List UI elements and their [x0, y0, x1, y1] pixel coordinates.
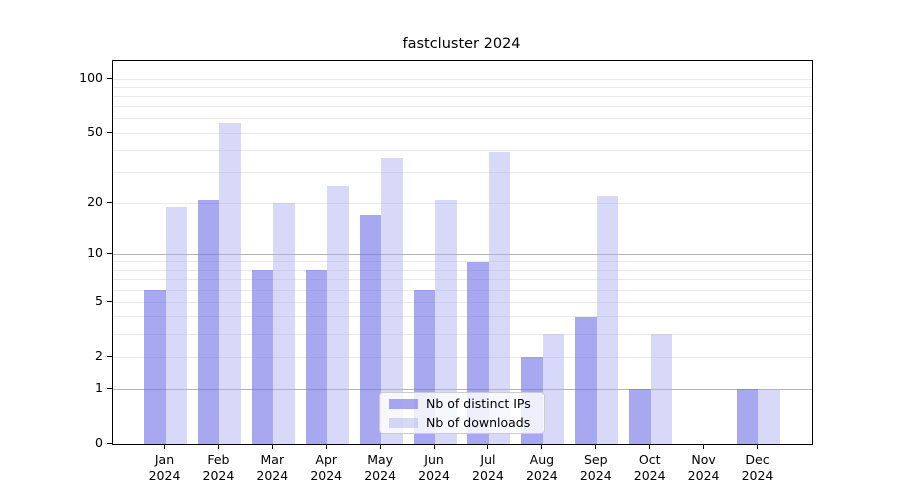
- gridline-minor: [113, 118, 812, 120]
- bar-downloads: [435, 199, 457, 444]
- y-axis-tick-label: 1: [95, 380, 103, 396]
- x-axis-tick-label: May 2024: [364, 452, 397, 483]
- gridline-minor: [113, 171, 812, 173]
- y-axis-tick: [107, 131, 112, 133]
- gridline-minor: [113, 95, 812, 97]
- x-axis-tick: [164, 444, 165, 449]
- chart-title: fastcluster 2024: [402, 36, 521, 52]
- x-axis-tick-label: Sep 2024: [579, 452, 612, 483]
- legend-label-downloads: Nb of downloads: [426, 415, 531, 430]
- bar-distinct-ips: [144, 290, 166, 444]
- y-axis-tick: [107, 77, 112, 79]
- x-axis-tick: [487, 444, 489, 449]
- gridline-minor: [113, 132, 812, 134]
- gridline-minor: [113, 316, 812, 318]
- legend-swatch-downloads: [389, 417, 418, 428]
- gridline-major: [113, 253, 812, 255]
- gridline-minor: [113, 279, 812, 281]
- x-axis-tick: [217, 444, 219, 449]
- y-axis-tick-label: 0: [95, 435, 103, 450]
- gridline-major: [113, 388, 812, 390]
- bar-downloads: [488, 152, 511, 444]
- x-axis-tick-label: Apr 2024: [310, 452, 343, 483]
- x-axis-tick: [379, 444, 381, 449]
- gridline-minor: [113, 289, 812, 291]
- y-axis-tick-label: 5: [95, 293, 103, 309]
- bar-downloads: [596, 196, 619, 444]
- bar-distinct-ips: [197, 199, 220, 444]
- x-axis-tick-label: Jul 2024: [472, 452, 504, 483]
- x-axis-tick-label: Aug 2024: [525, 452, 558, 483]
- x-axis-tick: [595, 444, 597, 449]
- y-axis-tick-label: 100: [79, 70, 103, 85]
- x-axis-tick-label: Dec 2024: [741, 452, 774, 483]
- y-axis-tick: [107, 355, 112, 357]
- y-axis-tick: [107, 201, 112, 203]
- y-axis-tick: [107, 442, 112, 444]
- x-axis-tick: [271, 444, 273, 449]
- gridline-minor: [113, 269, 812, 271]
- bar-distinct-ips: [629, 389, 651, 444]
- bar-downloads: [650, 334, 673, 444]
- gridline-minor: [113, 149, 812, 151]
- bar-downloads: [542, 334, 565, 444]
- legend-swatch-distinct-ips: [389, 398, 418, 409]
- gridline-minor: [113, 261, 812, 263]
- x-axis-tick: [756, 444, 758, 449]
- bar-downloads: [758, 389, 780, 444]
- y-axis-tick-label: 50: [87, 124, 103, 140]
- x-axis-tick-label: Feb 2024: [202, 452, 235, 483]
- y-axis-tick-label: 20: [87, 194, 103, 210]
- plot-area: Nb of distinct IPs Nb of downloads: [112, 60, 813, 445]
- x-axis-tick-label: Jan 2024: [148, 452, 181, 483]
- x-axis-tick-label: Oct 2024: [633, 452, 666, 483]
- gridline-minor: [113, 301, 812, 303]
- gridline-minor: [113, 202, 812, 204]
- bar-downloads: [381, 158, 403, 444]
- y-axis-tick-label: 2: [95, 348, 103, 364]
- gridline-minor: [113, 86, 812, 88]
- bar-distinct-ips: [251, 270, 274, 444]
- gridline-minor: [113, 106, 812, 108]
- x-axis-tick-label: Mar 2024: [256, 452, 289, 483]
- bar-distinct-ips: [575, 316, 597, 444]
- y-axis-tick: [107, 387, 112, 389]
- gridline-minor: [113, 333, 812, 335]
- legend: Nb of distinct IPs Nb of downloads: [379, 392, 545, 434]
- x-axis-tick-label: Jun 2024: [418, 452, 450, 483]
- gridline-minor: [113, 356, 812, 358]
- bar-downloads: [219, 122, 241, 444]
- y-axis-tick: [107, 252, 112, 254]
- bar-downloads: [273, 203, 295, 444]
- bar-distinct-ips: [359, 215, 382, 444]
- bar-downloads: [165, 207, 187, 444]
- x-axis-tick: [325, 444, 327, 449]
- gridline-minor: [113, 78, 812, 80]
- bar-downloads: [327, 186, 349, 444]
- x-axis-tick: [703, 444, 705, 449]
- y-axis-tick-label: 10: [87, 245, 103, 261]
- legend-label-distinct-ips: Nb of distinct IPs: [426, 396, 531, 411]
- x-axis-tick: [433, 444, 435, 449]
- legend-item-downloads: Nb of downloads: [389, 415, 544, 430]
- bar-distinct-ips: [305, 270, 328, 444]
- bar-distinct-ips: [736, 389, 759, 444]
- x-axis-tick: [649, 444, 651, 449]
- legend-item-distinct-ips: Nb of distinct IPs: [389, 396, 544, 411]
- x-axis-tick: [541, 444, 543, 449]
- x-axis-tick-label: Nov 2024: [687, 452, 720, 483]
- y-axis-tick: [107, 300, 112, 302]
